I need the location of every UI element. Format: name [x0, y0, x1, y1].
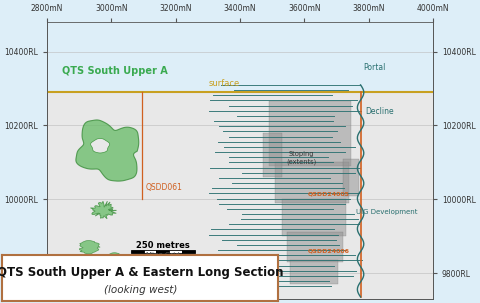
- Text: Portal: Portal: [363, 63, 385, 72]
- Bar: [276, 162, 349, 203]
- Bar: [263, 133, 282, 177]
- Bar: [269, 102, 351, 166]
- Bar: [156, 250, 169, 253]
- Bar: [47, 22, 433, 92]
- Bar: [169, 250, 182, 253]
- Text: Decline: Decline: [365, 107, 394, 116]
- Bar: [131, 250, 144, 253]
- Bar: [182, 250, 195, 253]
- Bar: [287, 232, 343, 262]
- Bar: [290, 260, 338, 284]
- Text: (looking west): (looking west): [104, 285, 177, 295]
- Text: Mine Grid: Mine Grid: [146, 252, 180, 258]
- Text: QSDD24006: QSDD24006: [308, 249, 349, 254]
- Text: QSDD24005: QSDD24005: [308, 191, 349, 197]
- Text: QTS South Upper A & Eastern Long Section: QTS South Upper A & Eastern Long Section: [0, 266, 284, 279]
- Polygon shape: [107, 253, 124, 264]
- Bar: [144, 250, 156, 253]
- Bar: [343, 159, 359, 195]
- Bar: [282, 199, 346, 236]
- Polygon shape: [79, 241, 100, 254]
- Text: surface: surface: [208, 79, 240, 88]
- Polygon shape: [91, 138, 110, 153]
- Bar: [47, 92, 433, 299]
- Text: Stoping
(extents): Stoping (extents): [286, 151, 316, 165]
- Polygon shape: [76, 120, 139, 181]
- Text: 250 metres: 250 metres: [136, 241, 190, 250]
- Text: QSDD061: QSDD061: [146, 183, 183, 192]
- Text: UIG Development: UIG Development: [356, 209, 417, 215]
- Polygon shape: [90, 201, 116, 219]
- Text: QTS South Upper A: QTS South Upper A: [61, 66, 168, 76]
